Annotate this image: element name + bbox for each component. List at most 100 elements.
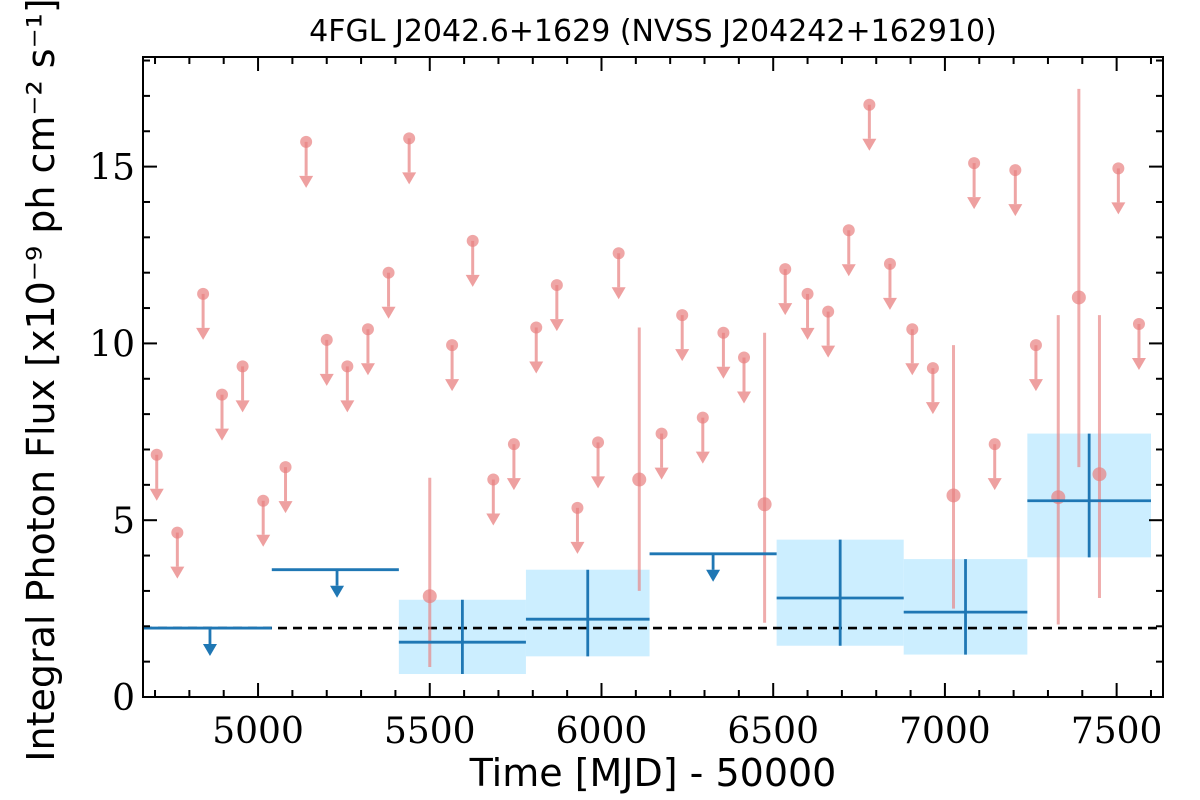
chart-title: 4FGL J2042.6+1629 (NVSS J204242+162910) (309, 14, 997, 49)
x-tick-label: 6000 (556, 711, 648, 752)
fine-upper-limit-point (822, 305, 835, 318)
y-tick-label: 15 (89, 148, 135, 189)
fine-upper-limit-arrow (1131, 357, 1146, 370)
fine-upper-limit-arrow (214, 428, 229, 441)
plot-area (143, 88, 1163, 675)
fine-upper-limit-point (197, 287, 210, 300)
fine-upper-limit-point (592, 436, 605, 449)
fine-upper-limit-point (382, 266, 395, 279)
plot-frame (142, 56, 1164, 698)
fine-upper-limit-point (612, 247, 625, 260)
fine-upper-limit-point (257, 494, 270, 507)
fine-upper-limit-arrow (905, 363, 920, 376)
fine-upper-limit-arrow (319, 373, 334, 386)
coarse-upper-limit-arrow (202, 644, 217, 657)
x-axis-label: Time [MJD] - 50000 (469, 751, 837, 795)
fine-upper-limit-point (341, 360, 354, 373)
fine-upper-limit-point (446, 339, 459, 352)
fine-upper-limit-point (801, 287, 814, 300)
x-tick-label: 7500 (1071, 711, 1163, 752)
fine-upper-limit-point (487, 473, 500, 486)
plot-content (143, 88, 1163, 675)
fine-upper-limit-point (215, 388, 228, 401)
coarse-upper-limit-arrow (706, 569, 721, 582)
fine-upper-limit-arrow (486, 513, 501, 526)
fine-upper-limit-point (779, 263, 792, 276)
fine-upper-limit-arrow (800, 327, 815, 340)
fine-upper-limit-point (300, 135, 313, 148)
y-tick-label: 0 (112, 678, 135, 719)
fine-upper-limit-point (863, 98, 876, 111)
fine-upper-limit-arrow (170, 566, 185, 579)
fine-detection-point (1092, 467, 1107, 482)
fine-detection-point (757, 497, 772, 512)
fine-upper-limit-point (717, 326, 730, 339)
fine-upper-limit-point (883, 257, 896, 270)
fine-upper-limit-arrow (340, 400, 355, 413)
y-tick-label: 10 (89, 324, 135, 365)
fine-upper-limit-point (403, 132, 416, 145)
fine-upper-limit-point (655, 427, 668, 440)
x-tick-label: 5000 (212, 711, 304, 752)
fine-upper-limit-point (507, 438, 520, 451)
fine-upper-limit-point (926, 362, 939, 375)
fine-upper-limit-point (1009, 164, 1022, 177)
fine-upper-limit-point (1029, 339, 1042, 352)
fine-upper-limit-arrow (882, 297, 897, 310)
fine-upper-limit-point (1132, 317, 1145, 330)
fine-upper-limit-arrow (862, 138, 877, 151)
fine-upper-limit-arrow (967, 197, 982, 210)
fine-upper-limit-point (279, 461, 292, 474)
fine-upper-limit-point (988, 438, 1001, 451)
x-tick-label: 6500 (727, 711, 819, 752)
fine-upper-limit-arrow (570, 541, 585, 554)
coarse-upper-limit-arrow (330, 585, 345, 598)
fine-upper-limit-arrow (506, 478, 521, 491)
fine-detection-point (632, 472, 647, 487)
fine-detection-point (422, 589, 437, 604)
fine-upper-limit-point (466, 234, 479, 247)
fine-upper-limit-arrow (465, 274, 480, 287)
fine-upper-limit-arrow (716, 366, 731, 379)
fine-upper-limit-arrow (402, 172, 417, 185)
x-tick-label: 7000 (899, 711, 991, 752)
fine-upper-limit-point (696, 411, 709, 424)
fine-upper-limit-arrow (675, 349, 690, 362)
fine-upper-limit-arrow (360, 363, 375, 376)
fine-upper-limit-arrow (1111, 202, 1126, 215)
fine-upper-limit-arrow (529, 361, 544, 374)
fine-upper-limit-point (1112, 162, 1125, 175)
fine-upper-limit-point (906, 323, 919, 336)
fine-upper-limit-point (968, 157, 981, 170)
fine-upper-limit-arrow (196, 327, 211, 340)
fine-upper-limit-point (571, 501, 584, 514)
fine-upper-limit-arrow (445, 379, 460, 392)
fine-upper-limit-arrow (654, 467, 669, 480)
fine-upper-limit-arrow (299, 175, 314, 188)
fine-upper-limit-arrow (778, 303, 793, 316)
fine-upper-limit-arrow (591, 476, 606, 489)
fine-upper-limit-arrow (737, 391, 752, 404)
fine-upper-limit-arrow (987, 478, 1002, 491)
fine-upper-limit-point (236, 360, 249, 373)
fine-upper-limit-arrow (925, 402, 940, 415)
fine-upper-limit-arrow (841, 264, 856, 277)
fine-upper-limit-point (676, 309, 689, 322)
y-axis-label: Integral Photon Flux [x10⁻⁹ ph cm⁻² s⁻¹] (19, 0, 63, 762)
fine-upper-limit-point (361, 323, 374, 336)
y-tick-label: 5 (112, 501, 135, 542)
fine-upper-limit-arrow (821, 345, 836, 358)
fine-upper-limit-arrow (278, 501, 293, 514)
fine-upper-limit-point (550, 279, 563, 292)
fine-upper-limit-arrow (381, 306, 396, 319)
fine-upper-limit-arrow (149, 488, 164, 501)
fine-upper-limit-point (320, 333, 333, 346)
fine-upper-limit-point (530, 321, 543, 334)
fine-upper-limit-arrow (549, 319, 564, 332)
fine-upper-limit-point (171, 526, 184, 539)
x-tick-label: 5500 (384, 711, 476, 752)
fine-upper-limit-arrow (611, 287, 626, 300)
fine-upper-limit-arrow (695, 451, 710, 464)
